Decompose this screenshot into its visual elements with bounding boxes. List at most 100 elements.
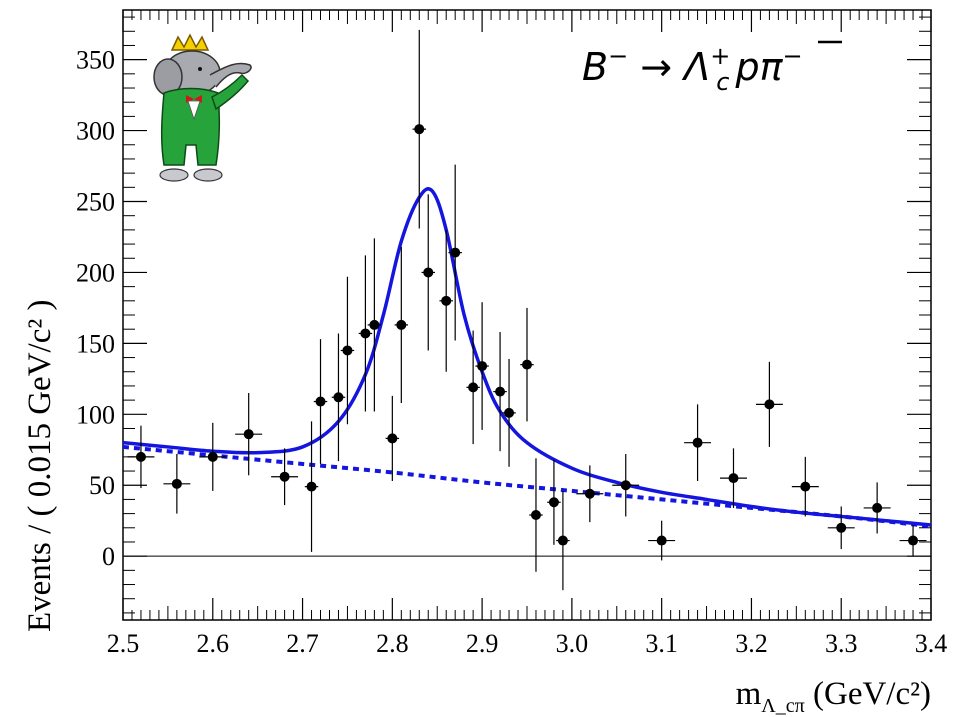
data-point (827, 506, 855, 550)
x-tick-label: 3.2 (735, 629, 768, 658)
x-tick-label: 3.1 (645, 629, 678, 658)
data-point (720, 448, 747, 508)
data-marker (360, 328, 371, 339)
babar-elephant-logo (153, 33, 252, 182)
data-point (448, 164, 462, 341)
data-point (520, 307, 534, 422)
data-point (502, 358, 516, 467)
data-point (493, 332, 507, 452)
data-marker (872, 502, 883, 513)
decay-annotation: B− → Λ+ c pπ− (582, 42, 803, 96)
data-marker (495, 386, 506, 397)
data-point (439, 229, 453, 372)
data-marker (584, 488, 595, 499)
x-tick-label: 2.5 (107, 629, 140, 658)
x-tick-label: 2.8 (376, 629, 409, 658)
x-tick-label: 3.4 (915, 629, 948, 658)
x-axis-ticks: 2.5 2.6 2.7 2.8 2.9 3.0 3.1 3.2 3.3 3.4 (107, 10, 948, 658)
data-marker (207, 451, 218, 462)
data-marker (306, 481, 317, 492)
y-tick-label: 50 (89, 471, 115, 500)
data-point (576, 465, 604, 523)
data-point (899, 524, 927, 557)
data-marker (548, 497, 559, 508)
data-point (235, 393, 263, 476)
data-marker (522, 359, 532, 370)
data-point (340, 276, 355, 425)
data-marker (450, 247, 461, 258)
data-marker (530, 510, 541, 521)
data-marker (333, 392, 344, 403)
data-point (755, 361, 783, 447)
data-marker (764, 399, 775, 410)
data-point (271, 448, 299, 506)
data-point (394, 246, 409, 403)
y-tick-label: 200 (76, 258, 115, 287)
data-marker (468, 382, 479, 393)
data-marker (477, 361, 488, 372)
y-axis-ticks: 0 50 100 150 200 250 300 350 (76, 16, 931, 614)
data-point (684, 404, 712, 481)
data-marker (728, 473, 739, 484)
data-marker (557, 535, 568, 546)
data-marker (908, 535, 919, 546)
x-axis-label-sub: Λ_cπ (761, 695, 804, 717)
data-marker (620, 480, 631, 491)
y-tick-label: 0 (102, 542, 115, 571)
data-marker (315, 396, 326, 407)
x-axis-label: mΛ_cπ (GeV/c²) (736, 676, 931, 717)
x-tick-label: 3.0 (556, 629, 589, 658)
fit-total-solid-line (122, 187, 932, 527)
data-point (412, 29, 426, 229)
data-marker (800, 481, 811, 492)
data-point (358, 255, 373, 412)
x-axis-label-main: m (736, 676, 762, 712)
data-marker (656, 535, 667, 546)
y-tick-label: 300 (76, 117, 115, 146)
x-tick-label: 3.3 (825, 629, 858, 658)
data-marker (836, 522, 847, 533)
data-point (863, 482, 891, 534)
data-point (529, 458, 543, 572)
data-marker (369, 319, 380, 330)
data-marker (387, 433, 398, 444)
x-tick-label: 2.6 (197, 629, 230, 658)
data-point (421, 194, 435, 351)
data-marker (243, 429, 254, 440)
data-point (385, 395, 400, 481)
x-axis-label-units: (GeV/c²) (805, 676, 931, 712)
data-point (466, 330, 480, 445)
data-marker (504, 407, 515, 418)
y-tick-label: 100 (76, 400, 115, 429)
data-point (547, 459, 561, 545)
x-tick-label: 2.9 (466, 629, 499, 658)
data-point (475, 302, 489, 430)
data-point (367, 238, 382, 412)
data-marker (279, 471, 290, 482)
data-marker (171, 478, 182, 489)
data-marker (342, 345, 353, 356)
data-point (648, 520, 676, 561)
y-axis-label: Events / ( 0.015 GeV/c² ) (22, 300, 58, 632)
x-tick-label: 2.7 (286, 629, 319, 658)
data-point (199, 422, 227, 491)
data-marker (423, 267, 434, 278)
data-point (163, 454, 191, 514)
data-marker (414, 124, 425, 135)
y-tick-label: 350 (76, 46, 115, 75)
data-point (556, 490, 570, 591)
data-point (127, 425, 155, 489)
data-point (304, 421, 319, 552)
data-point (331, 333, 346, 462)
data-point (791, 456, 819, 517)
data-marker (441, 295, 452, 306)
data-marker (692, 437, 703, 448)
y-tick-label: 150 (76, 329, 115, 358)
data-marker (135, 451, 146, 462)
data-point (612, 454, 640, 517)
data-point (313, 339, 328, 464)
data-marker (396, 319, 407, 330)
data-points (127, 29, 927, 591)
y-tick-label: 250 (76, 188, 115, 217)
